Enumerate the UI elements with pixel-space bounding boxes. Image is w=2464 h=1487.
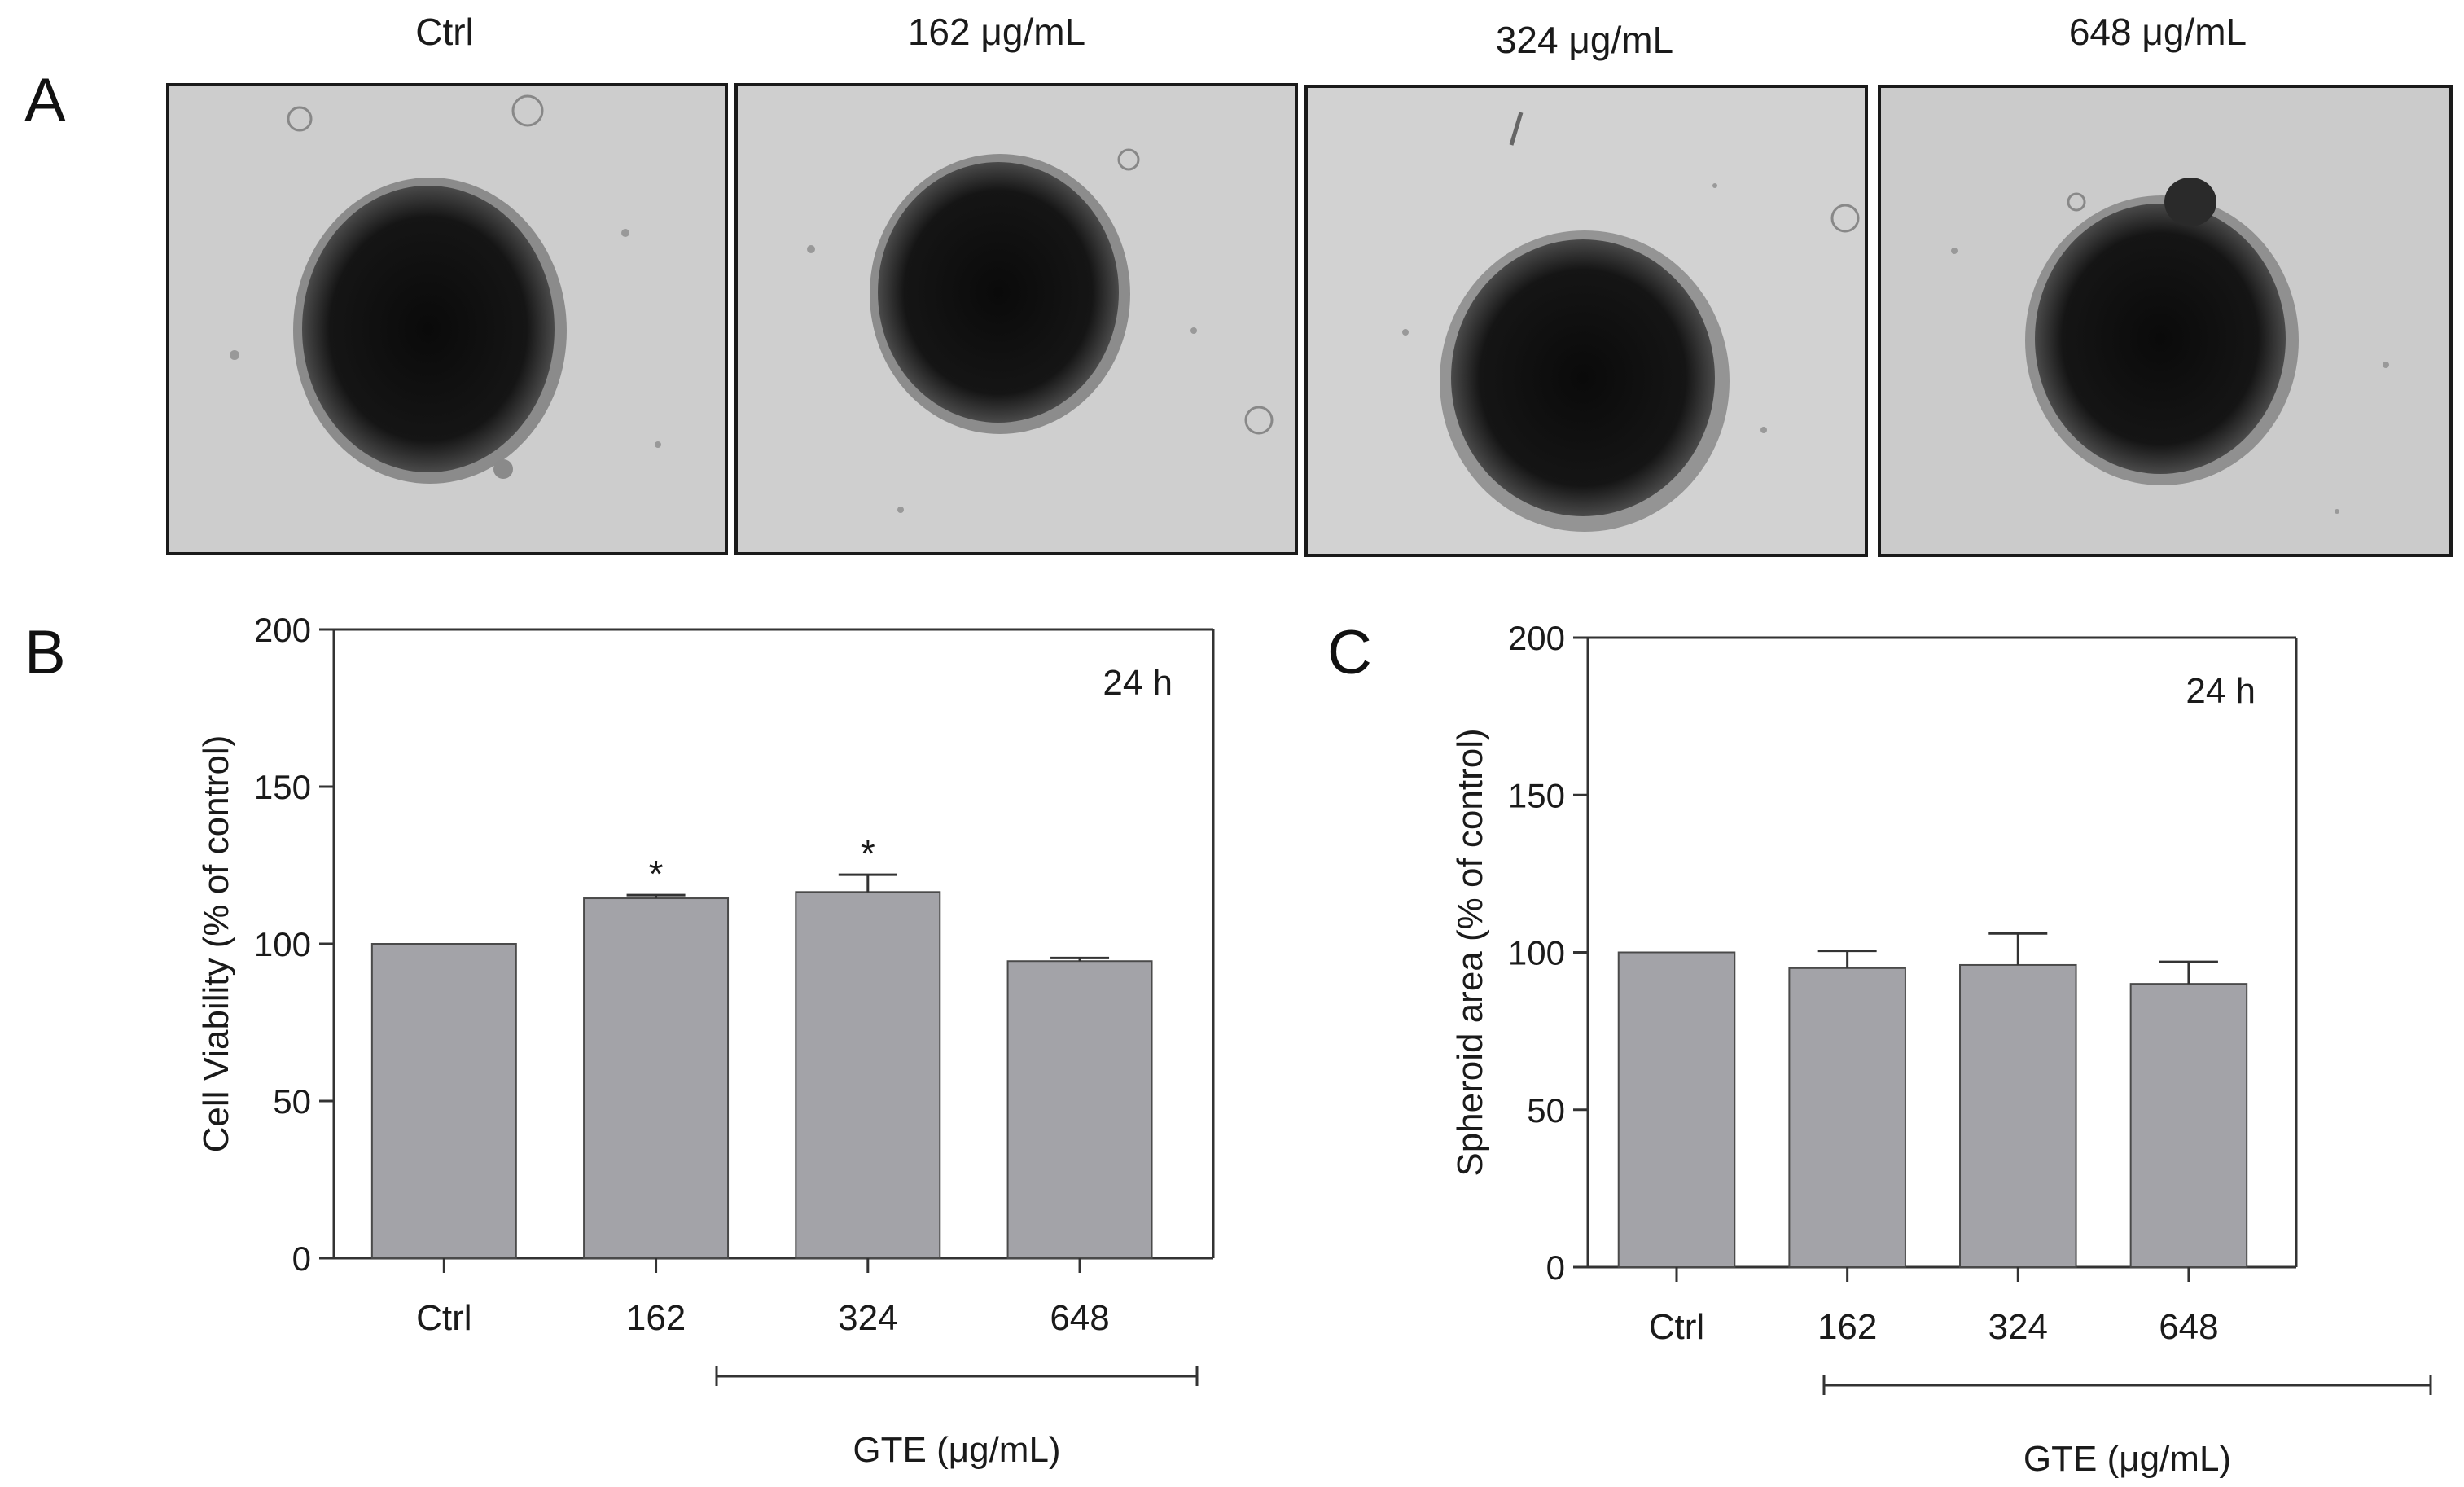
micrograph-324 bbox=[1304, 85, 1868, 557]
bar-ctrl bbox=[370, 943, 517, 1259]
time-annotation: 24 h bbox=[2186, 671, 2256, 711]
group-label: GTE (μg/mL) bbox=[853, 1430, 1060, 1470]
y-tick-label: 150 bbox=[1508, 776, 1565, 814]
significance-marker: * bbox=[861, 832, 875, 875]
y-tick-label: 150 bbox=[254, 768, 311, 806]
bar-ctrl bbox=[1617, 951, 1736, 1268]
x-tick-label: Ctrl bbox=[1649, 1307, 1704, 1347]
micrograph-162 bbox=[734, 83, 1298, 555]
panel-a-letter: A bbox=[24, 66, 66, 135]
y-tick-label: 50 bbox=[1527, 1091, 1565, 1130]
x-tick-label: 324 bbox=[1988, 1307, 2048, 1347]
bar-162 bbox=[583, 897, 730, 1260]
x-tick-label: 162 bbox=[1817, 1307, 1877, 1347]
x-tick-label: 648 bbox=[1050, 1298, 1109, 1338]
y-tick-label: 200 bbox=[1508, 619, 1565, 657]
bar-324 bbox=[795, 891, 941, 1260]
micro-title-648: 648 μg/mL bbox=[2068, 11, 2247, 53]
micrograph-648 bbox=[1878, 85, 2453, 557]
group-label: GTE (μg/mL) bbox=[2023, 1439, 2231, 1479]
panel-c-letter: C bbox=[1327, 618, 1372, 687]
y-tick-label: 50 bbox=[273, 1082, 311, 1121]
micro-title-162: 162 μg/mL bbox=[907, 11, 1086, 53]
y-tick-label: 100 bbox=[254, 925, 311, 963]
y-axis-label: Spheroid area (% of control) bbox=[1450, 728, 1490, 1176]
bar-324 bbox=[1959, 963, 2077, 1268]
chart-cell-viability: 0 50 100 150 200 Cell Viability (% of control… bbox=[196, 611, 1215, 1470]
y-tick-label: 0 bbox=[1546, 1248, 1565, 1287]
significance-marker: * bbox=[649, 853, 664, 895]
x-tick-label: 324 bbox=[838, 1298, 897, 1338]
x-tick-label: 162 bbox=[626, 1298, 686, 1338]
micrograph-ctrl bbox=[166, 83, 728, 555]
y-tick-label: 100 bbox=[1508, 934, 1565, 972]
bar-162 bbox=[1788, 967, 1906, 1268]
bar-648 bbox=[1006, 960, 1153, 1259]
micro-title-ctrl: Ctrl bbox=[415, 11, 474, 53]
x-tick-label: Ctrl bbox=[416, 1298, 471, 1338]
x-tick-label: 648 bbox=[2159, 1307, 2218, 1347]
time-annotation: 24 h bbox=[1103, 663, 1173, 703]
y-tick-label: 0 bbox=[292, 1239, 311, 1278]
panel-b-letter: B bbox=[24, 618, 66, 687]
bar-648 bbox=[2129, 983, 2248, 1269]
y-axis-label: Cell Viability (% of control) bbox=[196, 735, 236, 1153]
micro-title-324: 324 μg/mL bbox=[1495, 19, 1674, 61]
y-tick-label: 200 bbox=[254, 611, 311, 649]
